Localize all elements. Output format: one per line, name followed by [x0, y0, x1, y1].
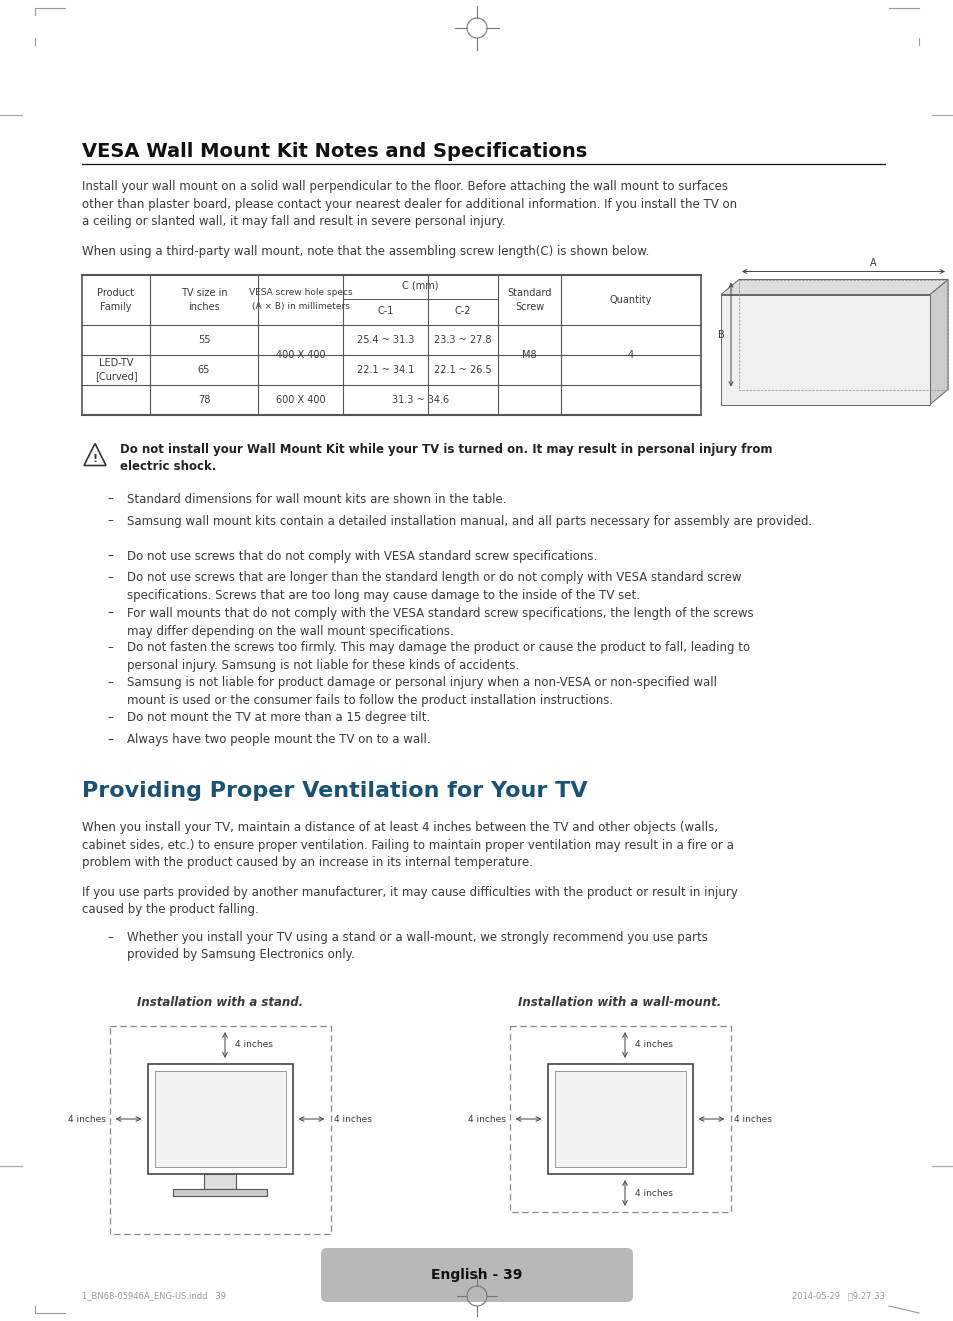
Bar: [110, 1026, 330, 1234]
Text: Quantity: Quantity: [609, 295, 652, 305]
Text: Providing Proper Ventilation for Your TV: Providing Proper Ventilation for Your TV: [82, 782, 587, 802]
Text: 22.1 ~ 26.5: 22.1 ~ 26.5: [434, 365, 492, 374]
Text: 2014-05-29   9:27:33: 2014-05-29 9:27:33: [791, 1292, 884, 1300]
Text: Product: Product: [97, 288, 134, 297]
Text: problem with the product caused by an increase in its internal temperature.: problem with the product caused by an in…: [82, 856, 533, 869]
Text: B: B: [717, 329, 723, 339]
FancyBboxPatch shape: [320, 1248, 633, 1303]
Text: [Curved]: [Curved]: [94, 371, 137, 382]
Text: inches: inches: [188, 301, 219, 312]
Text: 65: 65: [197, 365, 210, 374]
Text: Always have two people mount the TV on to a wall.: Always have two people mount the TV on t…: [127, 733, 430, 746]
Text: When using a third-party wall mount, note that the assembling screw length(C) is: When using a third-party wall mount, not…: [82, 244, 649, 258]
Text: cabinet sides, etc.) to ensure proper ventilation. Failing to maintain proper ve: cabinet sides, etc.) to ensure proper ve…: [82, 839, 733, 852]
Text: 23.3 ~ 27.8: 23.3 ~ 27.8: [434, 334, 491, 345]
Text: 600 X 400: 600 X 400: [275, 395, 325, 404]
Text: electric shock.: electric shock.: [120, 460, 216, 473]
Text: If you use parts provided by another manufacturer, it may cause difficulties wit: If you use parts provided by another man…: [82, 886, 737, 900]
Text: 4 inches: 4 inches: [635, 1041, 672, 1049]
Bar: [509, 1026, 730, 1211]
Text: Do not use screws that do not comply with VESA standard screw specifications.: Do not use screws that do not comply wit…: [127, 550, 597, 563]
Text: C-1: C-1: [377, 305, 394, 316]
Text: M8: M8: [521, 350, 537, 359]
Text: Do not use screws that are longer than the standard length or do not comply with: Do not use screws that are longer than t…: [127, 572, 740, 602]
Text: 4: 4: [627, 350, 634, 359]
Text: Do not mount the TV at more than a 15 degree tilt.: Do not mount the TV at more than a 15 de…: [127, 712, 430, 724]
Text: When you install your TV, maintain a distance of at least 4 inches between the T: When you install your TV, maintain a dis…: [82, 822, 718, 835]
Polygon shape: [929, 280, 947, 404]
Text: 25.4 ~ 31.3: 25.4 ~ 31.3: [356, 334, 414, 345]
Bar: [547, 1063, 692, 1174]
Text: English - 39: English - 39: [431, 1268, 522, 1281]
Text: 31.3 ~ 34.6: 31.3 ~ 34.6: [392, 395, 449, 404]
Text: –: –: [107, 931, 112, 945]
Text: Install your wall mount on a solid wall perpendicular to the floor. Before attac: Install your wall mount on a solid wall …: [82, 180, 727, 193]
Text: provided by Samsung Electronics only.: provided by Samsung Electronics only.: [127, 948, 355, 962]
Text: Samsung wall mount kits contain a detailed installation manual, and all parts ne: Samsung wall mount kits contain a detail…: [127, 514, 811, 527]
Text: !: !: [92, 453, 97, 464]
Text: C-2: C-2: [455, 305, 471, 316]
Text: –: –: [107, 550, 112, 563]
Text: LED-TV: LED-TV: [99, 358, 133, 367]
Text: –: –: [107, 572, 112, 584]
Text: 4 inches: 4 inches: [467, 1115, 505, 1123]
Text: 1_BN68-05946A_ENG-US.indd   39: 1_BN68-05946A_ENG-US.indd 39: [82, 1292, 226, 1300]
Text: other than plaster board, please contact your nearest dealer for additional info: other than plaster board, please contact…: [82, 198, 737, 210]
Text: 78: 78: [197, 395, 210, 404]
Text: Do not fasten the screws too firmly. This may damage the product or cause the pr: Do not fasten the screws too firmly. Thi…: [127, 642, 749, 672]
Text: C (mm): C (mm): [402, 280, 438, 291]
Text: –: –: [107, 514, 112, 527]
Text: 4 inches: 4 inches: [234, 1041, 273, 1049]
Text: VESA Wall Mount Kit Notes and Specifications: VESA Wall Mount Kit Notes and Specificat…: [82, 141, 587, 161]
Text: Standard dimensions for wall mount kits are shown in the table.: Standard dimensions for wall mount kits …: [127, 493, 506, 506]
Text: –: –: [107, 733, 112, 746]
Polygon shape: [720, 280, 947, 295]
Text: caused by the product falling.: caused by the product falling.: [82, 904, 258, 917]
Text: A: A: [869, 259, 876, 268]
Text: Installation with a stand.: Installation with a stand.: [137, 996, 303, 1009]
Text: 4 inches: 4 inches: [635, 1189, 672, 1198]
Text: –: –: [107, 642, 112, 654]
Text: (A × B) in millimeters: (A × B) in millimeters: [252, 303, 349, 310]
Bar: [148, 1063, 293, 1174]
Text: VESA screw hole specs: VESA screw hole specs: [249, 288, 352, 297]
Text: Screw: Screw: [515, 301, 543, 312]
Text: –: –: [107, 493, 112, 506]
Text: –: –: [107, 606, 112, 620]
Bar: [172, 1189, 267, 1196]
Text: 22.1 ~ 34.1: 22.1 ~ 34.1: [356, 365, 414, 374]
Polygon shape: [720, 295, 929, 404]
Bar: [154, 1071, 285, 1166]
Text: Standard: Standard: [507, 288, 551, 297]
Text: a ceiling or slanted wall, it may fall and result in severe personal injury.: a ceiling or slanted wall, it may fall a…: [82, 215, 505, 229]
Text: 4 inches: 4 inches: [335, 1115, 372, 1123]
Text: –: –: [107, 712, 112, 724]
Text: 400 X 400: 400 X 400: [275, 350, 325, 359]
Text: Whether you install your TV using a stand or a wall-mount, we strongly recommend: Whether you install your TV using a stan…: [127, 931, 707, 945]
Text: For wall mounts that do not comply with the VESA standard screw specifications, : For wall mounts that do not comply with …: [127, 606, 753, 638]
Text: 55: 55: [197, 334, 210, 345]
Text: Do not install your Wall Mount Kit while your TV is turned on. It may result in : Do not install your Wall Mount Kit while…: [120, 443, 772, 456]
Text: Family: Family: [100, 301, 132, 312]
Bar: [204, 1174, 235, 1189]
Text: Installation with a wall-mount.: Installation with a wall-mount.: [517, 996, 720, 1009]
Text: 4 inches: 4 inches: [734, 1115, 772, 1123]
Bar: [554, 1071, 685, 1166]
Text: –: –: [107, 676, 112, 690]
Text: 4 inches: 4 inches: [68, 1115, 106, 1123]
Text: TV size in: TV size in: [180, 288, 227, 297]
Text: Samsung is not liable for product damage or personal injury when a non-VESA or n: Samsung is not liable for product damage…: [127, 676, 717, 708]
